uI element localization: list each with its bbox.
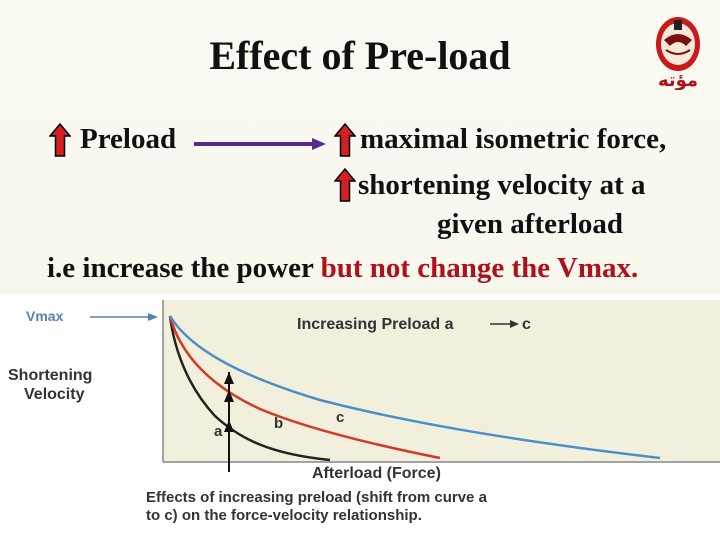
afterload-text: given afterload — [437, 208, 624, 240]
increasing-arrow-head — [510, 320, 519, 328]
isometric-force-text: maximal isometric force, — [360, 123, 667, 155]
increasing-preload-end: c — [522, 316, 531, 333]
university-logo: مؤته — [656, 17, 700, 90]
vmax-label: Vmax — [26, 308, 64, 324]
curve-c-label: c — [336, 409, 344, 426]
curve-a-label: a — [214, 423, 223, 440]
curve-c — [168, 315, 661, 460]
velocity-marker-arrow-mid — [224, 390, 234, 402]
caption-line-2: to c) on the force-velocity relationship… — [146, 507, 422, 524]
right-arrow-icon — [194, 138, 326, 150]
shortening-velocity-text: shortening velocity at a — [358, 169, 646, 201]
force-velocity-figure: Vmax Shortening Velocity Increasing Prel… — [0, 294, 720, 540]
y-axis-label-2: Velocity — [24, 386, 85, 403]
up-arrow-icon — [334, 168, 356, 202]
plot-area — [163, 300, 720, 462]
curve-b-label: b — [274, 415, 283, 432]
velocity-marker-arrow-low — [224, 420, 234, 432]
caption-line-1: Effects of increasing preload (shift fro… — [146, 489, 488, 506]
slide-title: Effect of Pre-load — [209, 33, 511, 78]
figure-canvas: Vmax Shortening Velocity Increasing Prel… — [8, 300, 720, 524]
curve-a — [168, 315, 331, 462]
conclusion-black-text: i.e increase the power — [47, 252, 321, 284]
logo-text: مؤته — [658, 70, 698, 90]
y-axis-label-1: Shortening — [8, 367, 92, 384]
curve-b — [168, 315, 441, 460]
velocity-marker-arrow-top — [224, 372, 234, 384]
up-arrow-icon — [49, 123, 71, 157]
preload-label: Preload — [80, 123, 177, 155]
conclusion-red-text: but not change the Vmax. — [320, 252, 639, 284]
increasing-preload-label: Increasing Preload a — [297, 316, 454, 333]
vmax-arrow-head — [148, 313, 158, 321]
up-arrow-icon — [334, 123, 356, 157]
conclusion-line: i.e increase the power but not change th… — [47, 252, 638, 285]
x-axis-label: Afterload (Force) — [312, 465, 441, 482]
